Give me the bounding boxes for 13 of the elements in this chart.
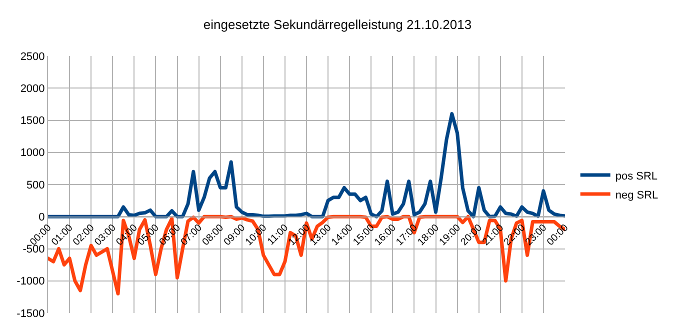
y-tick-label: 1000 bbox=[20, 147, 45, 160]
chart-title: eingesetzte Sekundärregelleistung 21.10.2013 bbox=[203, 17, 472, 32]
y-tick-label: 500 bbox=[26, 179, 45, 192]
legend-label: pos SRL bbox=[615, 170, 658, 182]
y-tick-label: -1000 bbox=[16, 276, 45, 288]
y-tick-label: 0 bbox=[38, 211, 45, 224]
y-tick-label: -500 bbox=[22, 244, 45, 256]
y-tick-label: 1500 bbox=[20, 115, 45, 128]
legend-label: neg SRL bbox=[615, 189, 658, 202]
line-series bbox=[48, 112, 565, 218]
y-tick-label: -1500 bbox=[16, 308, 45, 320]
y-tick-label: 2000 bbox=[20, 82, 45, 95]
y-tick-label: 2500 bbox=[20, 50, 45, 63]
